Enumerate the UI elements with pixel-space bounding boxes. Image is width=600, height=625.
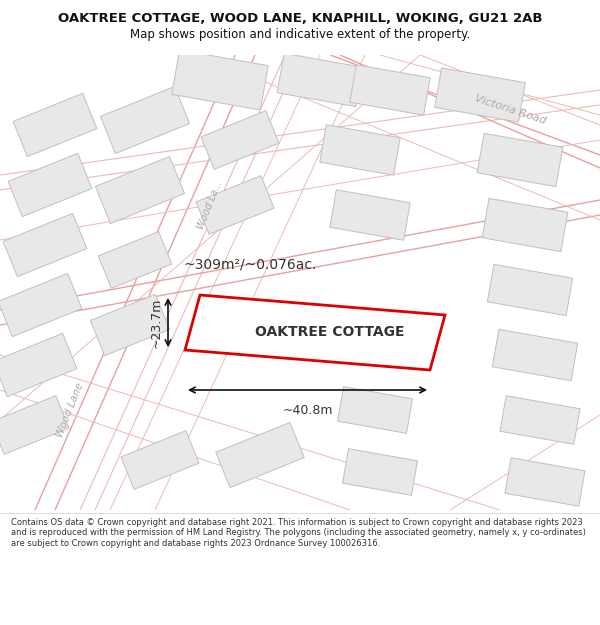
Polygon shape bbox=[343, 449, 418, 495]
Text: ~23.7m: ~23.7m bbox=[150, 298, 163, 348]
Text: OAKTREE COTTAGE: OAKTREE COTTAGE bbox=[255, 326, 405, 339]
Polygon shape bbox=[487, 264, 572, 316]
Polygon shape bbox=[98, 232, 172, 288]
Polygon shape bbox=[13, 93, 97, 157]
Polygon shape bbox=[216, 422, 304, 488]
Polygon shape bbox=[201, 111, 279, 169]
Polygon shape bbox=[91, 294, 170, 356]
Polygon shape bbox=[482, 198, 568, 252]
Text: Victoria Road: Victoria Road bbox=[473, 94, 547, 126]
Text: Wood La...: Wood La... bbox=[196, 179, 224, 231]
Text: Wood Lane: Wood Lane bbox=[55, 381, 85, 439]
Text: Contains OS data © Crown copyright and database right 2021. This information is : Contains OS data © Crown copyright and d… bbox=[11, 518, 586, 548]
Polygon shape bbox=[3, 213, 87, 277]
Polygon shape bbox=[0, 333, 77, 397]
Polygon shape bbox=[0, 273, 82, 337]
Text: ~309m²/~0.076ac.: ~309m²/~0.076ac. bbox=[184, 258, 317, 272]
Polygon shape bbox=[185, 295, 445, 370]
Polygon shape bbox=[434, 68, 526, 122]
Polygon shape bbox=[95, 156, 185, 224]
Polygon shape bbox=[505, 458, 585, 506]
Polygon shape bbox=[8, 153, 92, 217]
Polygon shape bbox=[100, 86, 190, 154]
Polygon shape bbox=[121, 431, 199, 489]
Polygon shape bbox=[0, 396, 69, 454]
Polygon shape bbox=[172, 50, 268, 110]
Text: OAKTREE COTTAGE, WOOD LANE, KNAPHILL, WOKING, GU21 2AB: OAKTREE COTTAGE, WOOD LANE, KNAPHILL, WO… bbox=[58, 12, 542, 25]
Polygon shape bbox=[350, 65, 430, 115]
Text: ~40.8m: ~40.8m bbox=[282, 404, 333, 417]
Polygon shape bbox=[277, 53, 363, 107]
Polygon shape bbox=[330, 190, 410, 240]
Polygon shape bbox=[477, 133, 563, 187]
Polygon shape bbox=[500, 396, 580, 444]
Polygon shape bbox=[337, 387, 413, 433]
Polygon shape bbox=[320, 125, 400, 175]
Polygon shape bbox=[196, 176, 274, 234]
Text: Map shows position and indicative extent of the property.: Map shows position and indicative extent… bbox=[130, 28, 470, 41]
Polygon shape bbox=[493, 329, 578, 381]
